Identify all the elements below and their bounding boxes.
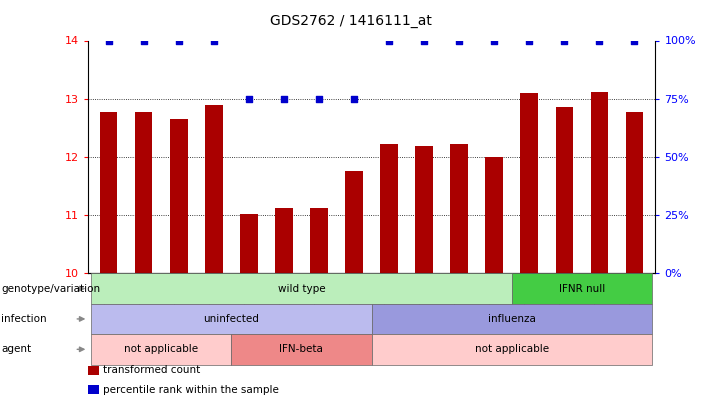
Text: influenza: influenza [488,314,536,324]
Bar [310,208,327,273]
Text: uninfected: uninfected [203,314,259,324]
Bar [135,111,153,273]
Point [559,37,570,44]
Text: wild type: wild type [278,284,325,294]
Text: GDS2762 / 1416111_at: GDS2762 / 1416111_at [270,14,431,28]
Point [278,96,290,102]
Bar [556,107,573,273]
Text: infection: infection [1,314,47,324]
Bar [451,144,468,273]
Point [524,37,535,44]
Bar [381,144,398,273]
Bar [170,119,188,273]
Bar [100,111,118,273]
Text: not applicable: not applicable [124,344,198,354]
Point [383,37,395,44]
Text: genotype/variation: genotype/variation [1,284,100,294]
Point [418,37,430,44]
Bar [346,171,363,273]
Point [173,37,184,44]
Text: agent: agent [1,344,32,354]
Text: not applicable: not applicable [475,344,549,354]
Bar [485,157,503,273]
Text: IFNR null: IFNR null [559,284,605,294]
Bar [591,92,608,273]
Text: percentile rank within the sample: percentile rank within the sample [103,385,279,394]
Point [103,37,114,44]
Text: IFN-beta: IFN-beta [280,344,323,354]
Bar [626,111,644,273]
Point [594,37,605,44]
Point [313,96,325,102]
Point [348,96,360,102]
Point [243,96,254,102]
Bar [275,208,293,273]
Bar [416,147,433,273]
Point [138,37,149,44]
Bar [240,214,258,273]
Bar [205,104,223,273]
Point [629,37,640,44]
Point [454,37,465,44]
Bar [521,93,538,273]
Point [208,37,219,44]
Point [489,37,500,44]
Text: transformed count: transformed count [103,365,200,375]
